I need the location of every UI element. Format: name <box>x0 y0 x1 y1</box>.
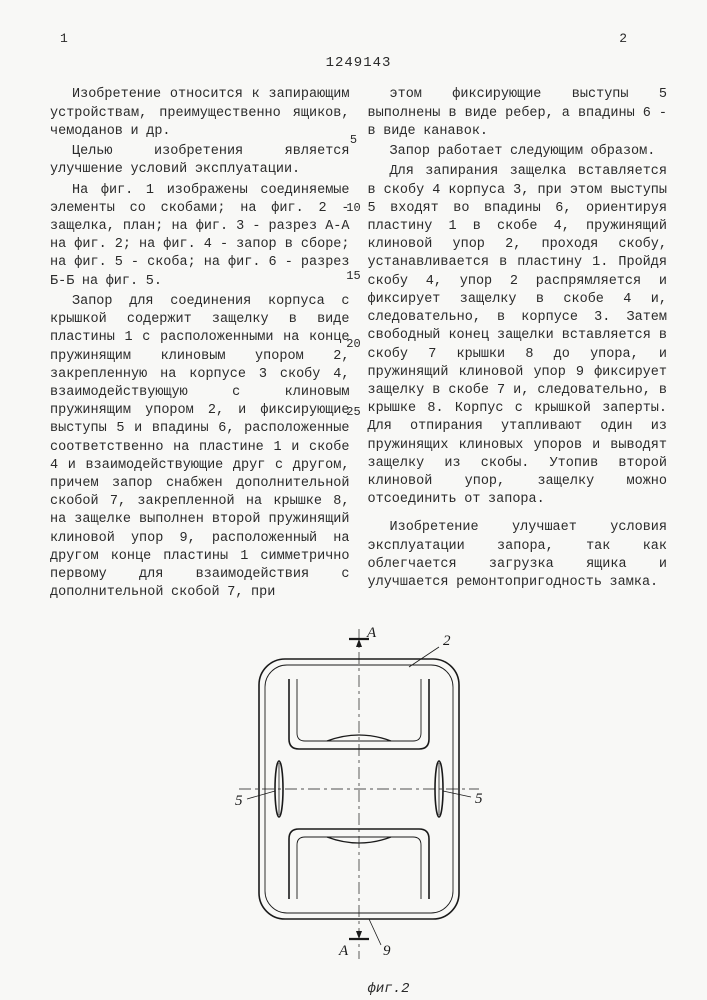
left-page-marker: 1 <box>60 30 68 48</box>
patent-page: 1 2 1249143 Изобретение относится к запи… <box>0 0 707 1000</box>
line-marker: 25 <box>344 404 364 420</box>
page-number-row: 1 2 <box>50 30 667 48</box>
callout-5-right: 5 <box>475 791 483 807</box>
line-marker: 5 <box>344 132 364 148</box>
paragraph: Целью изобретения является улучшение усл… <box>50 143 350 179</box>
figure-svg: A A 2 5 5 9 <box>209 619 509 979</box>
callout-2: 2 <box>443 633 451 649</box>
line-marker: 10 <box>344 200 364 216</box>
patent-number: 1249143 <box>50 54 667 73</box>
right-column: этом фиксирующие выступы 5 выполнены в в… <box>368 86 668 604</box>
paragraph: Изобретение относится к запирающим устро… <box>50 86 350 141</box>
callout-9: 9 <box>383 943 391 959</box>
line-marker: 20 <box>344 336 364 352</box>
line-marker: 15 <box>344 268 364 284</box>
paragraph: Для запирания защелка вставляется в скоб… <box>368 163 668 509</box>
paragraph: Изобретение улучшает условия эксплуатаци… <box>368 519 668 592</box>
callout-A-top: A <box>366 625 377 641</box>
paragraph: этом фиксирующие выступы 5 выполнены в в… <box>368 86 668 141</box>
figure-label: фиг.2 <box>110 980 667 999</box>
callout-5-left: 5 <box>235 793 243 809</box>
paragraph: На фиг. 1 изображены соединяемые элемент… <box>50 182 350 291</box>
left-column: Изобретение относится к запирающим устро… <box>50 86 350 604</box>
paragraph: Запор работает следующим образом. <box>368 143 668 161</box>
paragraph: Запор для соединения корпуса с крышкой с… <box>50 293 350 603</box>
figure-2: A A 2 5 5 9 фиг.2 <box>50 619 667 999</box>
text-columns: Изобретение относится к запирающим устро… <box>50 86 667 604</box>
callout-A-bottom: A <box>338 943 349 959</box>
right-page-marker: 2 <box>619 30 627 48</box>
